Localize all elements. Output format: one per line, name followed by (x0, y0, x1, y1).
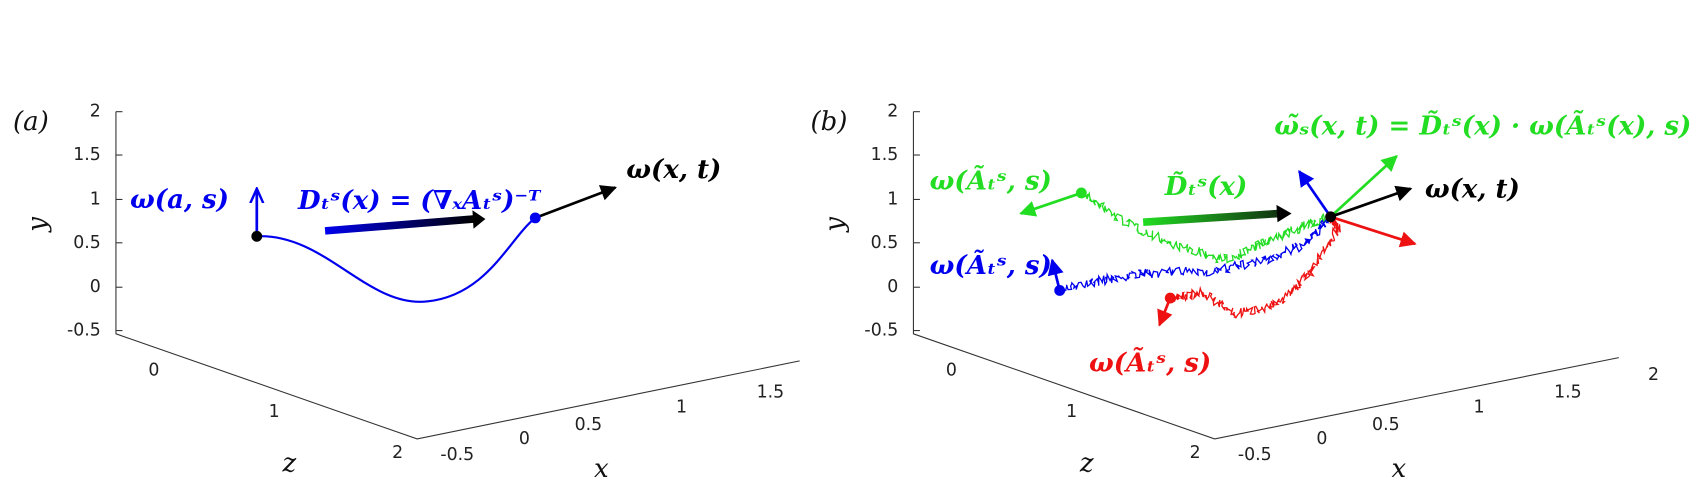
x-tick-label: -0.5 (440, 445, 474, 465)
trajectory (256, 217, 536, 303)
random-walks (1059, 189, 1341, 320)
axis-label: x (1392, 454, 1407, 484)
z-tick-label: 2 (1190, 443, 1201, 463)
walk (1059, 214, 1332, 294)
point (1075, 187, 1087, 199)
y-tick-label: 2 (90, 102, 101, 122)
axis-label: z (281, 448, 296, 478)
arrow (534, 185, 617, 220)
thick-arrow (1142, 209, 1279, 226)
y-tick-label: 1.5 (73, 145, 101, 165)
z-tick-label: 2 (392, 443, 403, 463)
arrow (1019, 191, 1082, 217)
walk (1078, 189, 1332, 264)
x-tick-label: 0 (519, 429, 530, 449)
arrow (1298, 169, 1332, 218)
thick-arrow (324, 215, 475, 235)
axis-label: y (820, 217, 850, 233)
point (1325, 211, 1337, 223)
annotation: ω(Ãₜˢ, s) (930, 249, 1052, 281)
arrow (1329, 155, 1398, 218)
axis-line (115, 111, 800, 440)
point (1054, 285, 1066, 296)
arrow-head (1276, 204, 1292, 223)
y-tick-label: 2 (887, 102, 898, 122)
z-tick-label: 0 (148, 361, 159, 381)
point (251, 230, 263, 242)
point (529, 212, 541, 224)
axes-layer: (a) 2 1.5 1 0.5 0 -0.5 0 1 2 -0.5 0 0.5 1 1.5 x z y (b) 2 1.… (13, 102, 1659, 484)
annotation: ω(x, t) (1425, 174, 1520, 204)
panel-label: (a) (13, 107, 49, 137)
x-tick-label: 1 (1474, 397, 1485, 417)
arrow-head (472, 210, 486, 229)
x-tick-label: 0.5 (1372, 415, 1400, 435)
x-tick-label: 2 (1648, 365, 1659, 385)
annotation: ω̃ₛ(x, t) = D̃ₜˢ(x) · ω(Ãₜˢ(x), s) (1274, 109, 1691, 141)
panel-label: (b) (810, 107, 847, 137)
z-tick-label: 0 (946, 361, 957, 381)
annotation: D̃ₜˢ(x) (1164, 171, 1248, 202)
walk (1167, 213, 1341, 320)
annotation: Dₜˢ(x) = (∇ₓAₜˢ)⁻ᵀ (297, 186, 542, 216)
y-tick-label: 1 (887, 189, 898, 209)
y-tick-label: 0.5 (871, 233, 899, 253)
x-tick-label: -0.5 (1238, 445, 1272, 465)
x-tick-label: 0.5 (575, 415, 603, 435)
annotation: ω(Ãₜˢ, s) (930, 165, 1052, 197)
y-tick-label: -0.5 (864, 321, 898, 341)
annotation: ω(Ãₜˢ, s) (1089, 347, 1211, 379)
point (1164, 292, 1176, 304)
arrow (1330, 185, 1413, 219)
arrow (1330, 215, 1417, 248)
y-tick-label: 0 (90, 277, 101, 297)
axis-label: x (594, 454, 609, 484)
x-tick-label: 1 (676, 397, 687, 417)
y-tick-label: 1.5 (871, 145, 899, 165)
y-tick-label: 1 (90, 189, 101, 209)
y-tick-label: -0.5 (67, 321, 101, 341)
x-tick-label: 0 (1316, 429, 1327, 449)
z-tick-label: 1 (1066, 402, 1077, 422)
x-tick-label: 1.5 (757, 382, 785, 402)
axis-label: z (1079, 448, 1094, 478)
z-tick-label: 1 (269, 402, 280, 422)
axis-label: y (23, 217, 53, 233)
y-tick-label: 0 (887, 277, 898, 297)
annotation: ω(x, t) (626, 155, 721, 185)
y-tick-label: 0.5 (73, 233, 101, 253)
axis-line (912, 111, 1619, 440)
x-tick-label: 1.5 (1554, 382, 1582, 402)
annotation: ω(a, s) (130, 185, 229, 215)
